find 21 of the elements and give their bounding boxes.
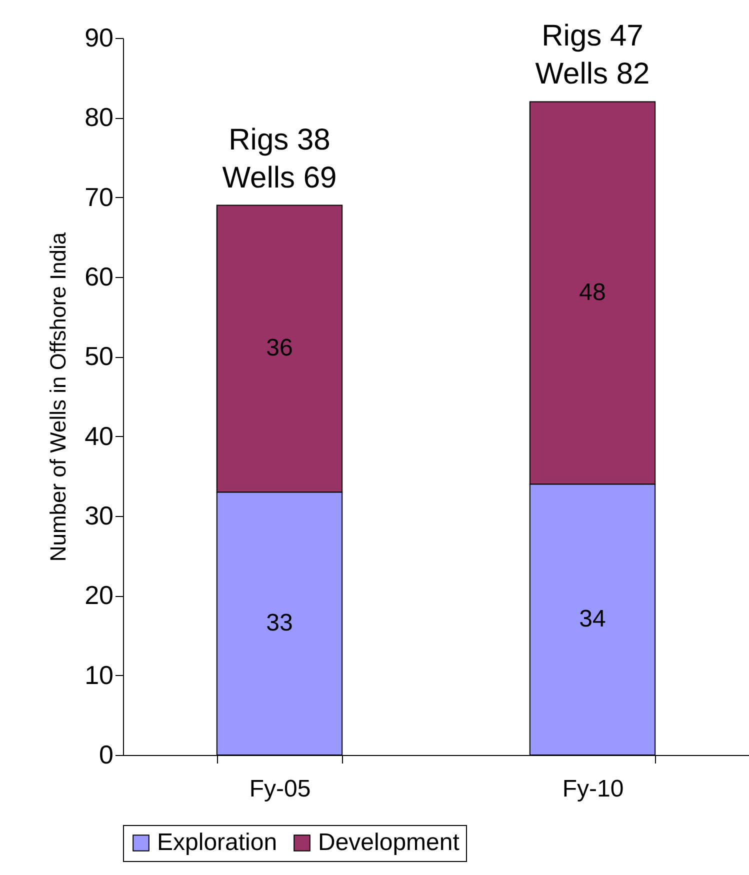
y-axis-title: Number of Wells in Offshore India [46, 232, 71, 562]
x-tick-label: Fy-05 [249, 776, 311, 802]
y-tick-label: 30 [84, 500, 114, 530]
data-label: 48 [579, 278, 606, 306]
annotation: Rigs 38 Wells 69 [222, 123, 337, 194]
legend-label: Exploration [157, 829, 278, 856]
y-tick-label: 20 [84, 580, 114, 610]
y-tick-label: 70 [84, 182, 114, 212]
legend-label: Development [318, 829, 460, 856]
x-tick-label: Fy-10 [562, 776, 624, 802]
y-tick-label: 50 [84, 341, 114, 372]
y-tick-label: 10 [84, 660, 114, 690]
y-tick-label: 80 [84, 102, 114, 132]
data-label: 36 [266, 334, 293, 362]
y-tick-label: 0 [99, 740, 114, 770]
data-label: 34 [579, 606, 606, 633]
data-label: 33 [266, 610, 293, 637]
y-tick-label: 40 [84, 420, 114, 451]
y-tick-label: 60 [84, 262, 114, 292]
annotation: Rigs 47 Wells 82 [535, 20, 650, 91]
y-tick-label: 90 [84, 22, 114, 52]
